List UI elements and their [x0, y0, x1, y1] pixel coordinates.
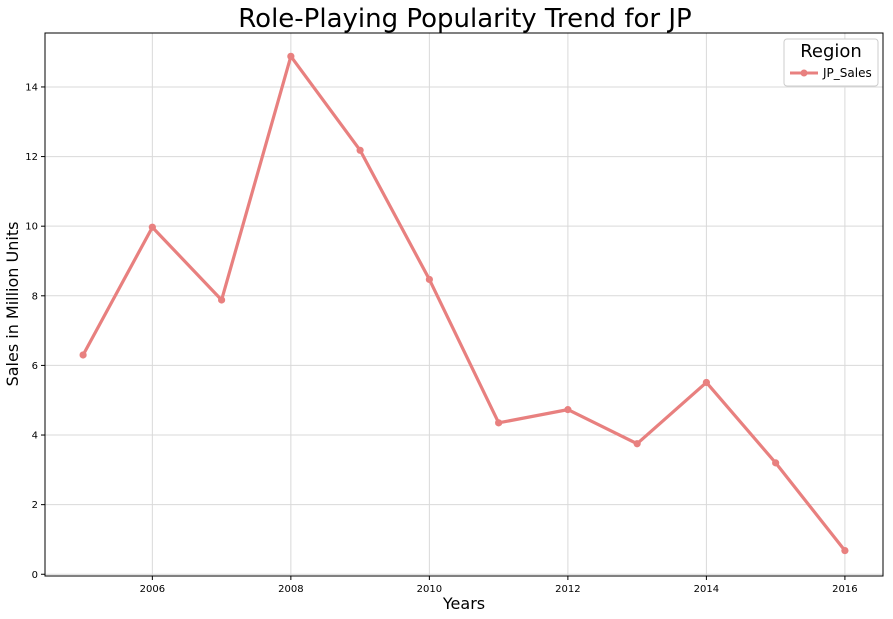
y-tick-label-4: 4 — [32, 431, 38, 442]
data-point-2012 — [564, 406, 572, 414]
y-tick-label-12: 12 — [25, 152, 38, 163]
x-tick-label-2006: 2006 — [140, 584, 165, 595]
legend: Region JP_Sales — [783, 38, 879, 87]
data-point-2007 — [218, 296, 226, 304]
axis-ticks: 2006 2008 2010 2012 2014 2016 0 2 4 6 8 10 12 14 — [25, 82, 857, 595]
data-point-2006 — [148, 223, 156, 231]
data-point-2010 — [425, 275, 433, 284]
x-tick-label-2008: 2008 — [278, 584, 303, 595]
y-tick-label-14: 14 — [25, 82, 38, 93]
x-tick-label-2012: 2012 — [555, 584, 580, 595]
y-axis-label: Sales in Million Units — [3, 222, 22, 387]
x-axis-label: Years — [442, 594, 485, 613]
y-tick-label-2: 2 — [32, 500, 38, 511]
legend-swatch-marker — [800, 69, 808, 77]
data-point-2013 — [633, 440, 641, 448]
plot-area-frame — [44, 32, 884, 577]
y-tick-label-6: 6 — [32, 361, 38, 372]
data-point-2016 — [841, 546, 849, 555]
y-tick-label-10: 10 — [25, 222, 38, 233]
y-tick-label-8: 8 — [32, 291, 38, 302]
data-point-2011 — [495, 419, 503, 427]
x-tick-label-2014: 2014 — [694, 584, 719, 595]
data-point-2014 — [702, 378, 710, 387]
chart-title: Role-Playing Popularity Trend for JP — [238, 4, 691, 34]
series-layer — [79, 52, 849, 555]
y-tick-label-0: 0 — [32, 570, 38, 581]
data-point-2005 — [79, 351, 87, 359]
grid — [45, 33, 883, 576]
legend-title: Region — [800, 41, 862, 62]
data-point-2009 — [356, 146, 364, 154]
x-tick-label-2016: 2016 — [832, 584, 857, 595]
x-tick-label-2010: 2010 — [417, 584, 442, 595]
legend-entry-jp-sales: JP_Sales — [822, 66, 872, 80]
series-line-jp-sales — [81, 54, 847, 553]
data-point-2008 — [287, 52, 295, 60]
data-point-2015 — [772, 459, 780, 467]
